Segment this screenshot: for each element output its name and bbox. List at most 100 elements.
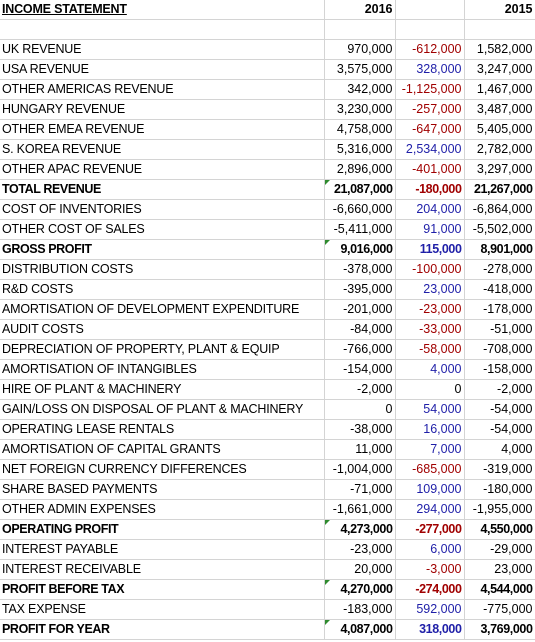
difference-cell[interactable]: -1,125,000 bbox=[395, 79, 465, 100]
difference-cell[interactable]: 592,000 bbox=[395, 599, 465, 620]
difference-cell[interactable]: 7,000 bbox=[395, 439, 465, 460]
row-label[interactable]: DISTRIBUTION COSTS bbox=[0, 259, 325, 280]
difference-cell[interactable]: 115,000 bbox=[395, 239, 465, 260]
value-2015-cell[interactable]: 21,267,000 bbox=[464, 179, 535, 200]
value-2015-cell[interactable]: -180,000 bbox=[464, 479, 535, 500]
value-2016-cell[interactable]: 9,016,000 bbox=[324, 239, 396, 260]
difference-cell[interactable]: -647,000 bbox=[395, 119, 465, 140]
column-header-2015[interactable]: 2015 bbox=[464, 0, 535, 20]
value-2016-cell[interactable]: -154,000 bbox=[324, 359, 396, 380]
row-label[interactable]: OTHER ADMIN EXPENSES bbox=[0, 499, 325, 520]
row-label[interactable]: SHARE BASED PAYMENTS bbox=[0, 479, 325, 500]
value-2015-cell[interactable]: -2,000 bbox=[464, 379, 535, 400]
row-label[interactable]: OPERATING LEASE RENTALS bbox=[0, 419, 325, 440]
row-label[interactable]: UK REVENUE bbox=[0, 39, 325, 60]
value-2015-cell[interactable]: -6,864,000 bbox=[464, 199, 535, 220]
value-2015-cell[interactable]: 4,000 bbox=[464, 439, 535, 460]
value-2016-cell[interactable]: 20,000 bbox=[324, 559, 396, 580]
value-2015-cell[interactable]: 5,405,000 bbox=[464, 119, 535, 140]
value-2016-cell[interactable]: 3,575,000 bbox=[324, 59, 396, 80]
difference-cell[interactable]: 2,534,000 bbox=[395, 139, 465, 160]
difference-cell[interactable]: -33,000 bbox=[395, 319, 465, 340]
difference-cell[interactable]: -23,000 bbox=[395, 299, 465, 320]
value-2016-cell[interactable]: -71,000 bbox=[324, 479, 396, 500]
value-2015-cell[interactable]: 4,544,000 bbox=[464, 579, 535, 600]
value-2016-cell[interactable]: 4,270,000 bbox=[324, 579, 396, 600]
value-2016-cell[interactable]: 2,896,000 bbox=[324, 159, 396, 180]
value-2015-cell[interactable]: -775,000 bbox=[464, 599, 535, 620]
difference-cell[interactable]: -685,000 bbox=[395, 459, 465, 480]
column-header-difference[interactable] bbox=[395, 0, 465, 20]
difference-cell[interactable]: 0 bbox=[395, 379, 465, 400]
value-2016-cell[interactable]: -23,000 bbox=[324, 539, 396, 560]
row-label[interactable]: DEPRECIATION OF PROPERTY, PLANT & EQUIP bbox=[0, 339, 325, 360]
value-2015-cell[interactable]: 1,582,000 bbox=[464, 39, 535, 60]
value-2015-cell[interactable]: -51,000 bbox=[464, 319, 535, 340]
row-label[interactable]: AUDIT COSTS bbox=[0, 319, 325, 340]
column-header-2016[interactable]: 2016 bbox=[324, 0, 396, 20]
row-label[interactable]: OPERATING PROFIT bbox=[0, 519, 325, 540]
difference-cell[interactable]: 54,000 bbox=[395, 399, 465, 420]
difference-cell[interactable]: 23,000 bbox=[395, 279, 465, 300]
value-2016-cell[interactable]: 5,316,000 bbox=[324, 139, 396, 160]
difference-cell[interactable]: 328,000 bbox=[395, 59, 465, 80]
row-label[interactable]: USA REVENUE bbox=[0, 59, 325, 80]
difference-cell[interactable]: 6,000 bbox=[395, 539, 465, 560]
value-2016-cell[interactable]: 4,273,000 bbox=[324, 519, 396, 540]
difference-cell[interactable]: 91,000 bbox=[395, 219, 465, 240]
difference-cell[interactable]: -3,000 bbox=[395, 559, 465, 580]
empty-cell[interactable] bbox=[324, 19, 396, 40]
value-2016-cell[interactable]: 4,758,000 bbox=[324, 119, 396, 140]
row-label[interactable]: TAX EXPENSE bbox=[0, 599, 325, 620]
row-label[interactable]: OTHER EMEA REVENUE bbox=[0, 119, 325, 140]
difference-cell[interactable]: -257,000 bbox=[395, 99, 465, 120]
value-2015-cell[interactable]: -418,000 bbox=[464, 279, 535, 300]
row-label[interactable]: PROFIT BEFORE TAX bbox=[0, 579, 325, 600]
value-2016-cell[interactable]: -766,000 bbox=[324, 339, 396, 360]
difference-cell[interactable]: 318,000 bbox=[395, 619, 465, 640]
value-2015-cell[interactable]: 3,247,000 bbox=[464, 59, 535, 80]
difference-cell[interactable]: -58,000 bbox=[395, 339, 465, 360]
value-2016-cell[interactable]: -378,000 bbox=[324, 259, 396, 280]
row-label[interactable]: OTHER APAC REVENUE bbox=[0, 159, 325, 180]
difference-cell[interactable]: -180,000 bbox=[395, 179, 465, 200]
value-2015-cell[interactable]: -708,000 bbox=[464, 339, 535, 360]
value-2015-cell[interactable]: -5,502,000 bbox=[464, 219, 535, 240]
row-label[interactable]: INTEREST PAYABLE bbox=[0, 539, 325, 560]
difference-cell[interactable]: -277,000 bbox=[395, 519, 465, 540]
value-2015-cell[interactable]: -1,955,000 bbox=[464, 499, 535, 520]
row-label[interactable]: OTHER AMERICAS REVENUE bbox=[0, 79, 325, 100]
value-2016-cell[interactable]: -201,000 bbox=[324, 299, 396, 320]
value-2016-cell[interactable]: -183,000 bbox=[324, 599, 396, 620]
row-label[interactable]: S. KOREA REVENUE bbox=[0, 139, 325, 160]
row-label[interactable]: COST OF INVENTORIES bbox=[0, 199, 325, 220]
value-2015-cell[interactable]: -54,000 bbox=[464, 399, 535, 420]
row-label[interactable]: HIRE OF PLANT & MACHINERY bbox=[0, 379, 325, 400]
row-label[interactable]: INTEREST RECEIVABLE bbox=[0, 559, 325, 580]
difference-cell[interactable]: 4,000 bbox=[395, 359, 465, 380]
empty-cell[interactable] bbox=[0, 19, 325, 40]
value-2016-cell[interactable]: -6,660,000 bbox=[324, 199, 396, 220]
value-2016-cell[interactable]: 11,000 bbox=[324, 439, 396, 460]
value-2016-cell[interactable]: 3,230,000 bbox=[324, 99, 396, 120]
value-2015-cell[interactable]: 23,000 bbox=[464, 559, 535, 580]
value-2015-cell[interactable]: 3,487,000 bbox=[464, 99, 535, 120]
value-2015-cell[interactable]: 4,550,000 bbox=[464, 519, 535, 540]
value-2015-cell[interactable]: 3,297,000 bbox=[464, 159, 535, 180]
value-2015-cell[interactable]: -178,000 bbox=[464, 299, 535, 320]
value-2015-cell[interactable]: 3,769,000 bbox=[464, 619, 535, 640]
value-2016-cell[interactable]: 970,000 bbox=[324, 39, 396, 60]
empty-cell[interactable] bbox=[464, 19, 535, 40]
value-2015-cell[interactable]: 8,901,000 bbox=[464, 239, 535, 260]
value-2015-cell[interactable]: -29,000 bbox=[464, 539, 535, 560]
value-2015-cell[interactable]: -54,000 bbox=[464, 419, 535, 440]
value-2016-cell[interactable]: 21,087,000 bbox=[324, 179, 396, 200]
row-label[interactable]: GAIN/LOSS ON DISPOSAL OF PLANT & MACHINE… bbox=[0, 399, 325, 420]
empty-cell[interactable] bbox=[395, 19, 465, 40]
value-2015-cell[interactable]: -278,000 bbox=[464, 259, 535, 280]
row-label[interactable]: HUNGARY REVENUE bbox=[0, 99, 325, 120]
row-label[interactable]: TOTAL REVENUE bbox=[0, 179, 325, 200]
difference-cell[interactable]: 109,000 bbox=[395, 479, 465, 500]
difference-cell[interactable]: -100,000 bbox=[395, 259, 465, 280]
difference-cell[interactable]: 294,000 bbox=[395, 499, 465, 520]
